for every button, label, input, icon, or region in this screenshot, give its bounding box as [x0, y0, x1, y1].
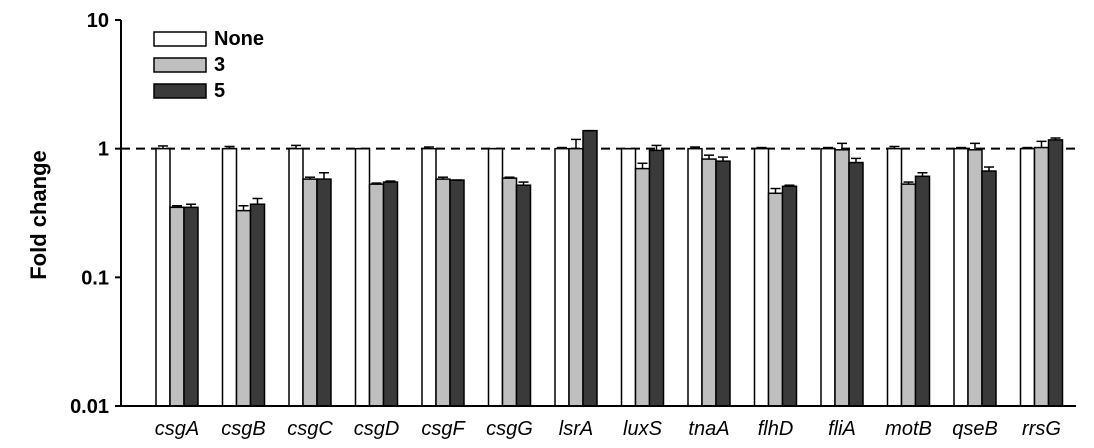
bar-rrsG-series-0	[1019, 147, 1036, 407]
bar-luxS-series-1	[634, 167, 651, 407]
bar-csgD-series-2	[382, 181, 399, 407]
x-categories-layer: csgA csgB csgC csgD csgF csgG lsrA luxS tnaA flhD…	[155, 418, 1061, 440]
bar-luxS-series-0	[620, 147, 637, 407]
axes-layer	[120, 20, 1076, 407]
bar-qseB-series-0	[953, 147, 969, 407]
bar-rrsG-series-2	[1047, 139, 1064, 407]
bar-tnaA-series-2	[715, 160, 731, 407]
bar-rrsG-series-1	[1033, 146, 1050, 407]
bar-csgG-series-2	[515, 184, 532, 407]
bar-fliA-series-0	[820, 147, 836, 407]
x-category-label: rrsG	[1022, 418, 1061, 440]
bar-csgG-series-1	[501, 177, 518, 407]
bars-layer	[155, 129, 1064, 407]
x-category-label: lsrA	[559, 418, 593, 440]
bar-qseB-series-1	[967, 149, 983, 407]
x-category-label: luxS	[623, 418, 663, 440]
y-tick-label: 10	[87, 10, 109, 32]
x-category-label: motB	[885, 418, 932, 440]
bar-csgB-series-0	[221, 147, 238, 407]
bar-flhD-series-2	[781, 185, 798, 407]
legend-label: None	[214, 28, 264, 50]
bar-tnaA-series-1	[701, 158, 717, 407]
legend-swatch	[153, 31, 207, 47]
bar-tnaA-series-0	[687, 147, 703, 407]
bar-flhD-series-0	[753, 147, 770, 407]
bar-flhD-series-1	[767, 192, 784, 407]
bar-csgB-series-1	[235, 209, 252, 407]
x-category-label: csgF	[421, 418, 466, 440]
x-category-label: flhD	[758, 418, 794, 440]
legend-swatch	[153, 57, 207, 73]
x-category-label: csgA	[155, 418, 199, 440]
legend: None 3 5	[153, 28, 264, 102]
bar-motB-series-1	[900, 183, 917, 407]
bar-csgC-series-1	[302, 178, 318, 407]
bar-csgG-series-0	[487, 147, 504, 407]
x-category-label: csgG	[486, 418, 533, 440]
y-axis-label: Fold change	[26, 150, 51, 280]
y-tick-label: 0.1	[81, 267, 109, 289]
legend-label: 5	[214, 80, 225, 102]
x-category-label: qseB	[952, 418, 998, 440]
y-tick-label: 1	[98, 139, 109, 161]
bar-csgA-series-1	[169, 206, 185, 407]
x-category-label: tnaA	[688, 418, 729, 440]
bar-csgF-series-1	[435, 178, 451, 407]
bar-csgC-series-0	[288, 147, 304, 407]
bar-qseB-series-2	[981, 170, 997, 407]
bar-csgC-series-2	[316, 178, 332, 407]
bar-csgA-series-0	[155, 147, 171, 407]
legend-label: 3	[214, 54, 225, 76]
legend-swatch	[153, 83, 207, 99]
x-category-label: csgB	[221, 418, 265, 440]
bar-csgF-series-0	[421, 147, 437, 407]
bar-lsrA-series-0	[554, 147, 570, 407]
bar-luxS-series-2	[648, 149, 665, 407]
bar-csgD-series-1	[368, 183, 385, 407]
bar-motB-series-2	[914, 175, 931, 407]
bar-lsrA-series-1	[568, 147, 584, 407]
bar-csgA-series-2	[183, 206, 199, 407]
bar-csgB-series-2	[249, 203, 266, 407]
bar-fliA-series-2	[848, 161, 864, 407]
bar-csgF-series-2	[449, 179, 465, 407]
y-tick-label: 0.01	[70, 396, 109, 418]
bar-fliA-series-1	[834, 149, 850, 407]
x-category-label: csgD	[354, 418, 400, 440]
x-category-label: fliA	[828, 418, 856, 440]
bar-motB-series-0	[886, 147, 903, 407]
bar-csgD-series-0	[354, 147, 371, 407]
y-ticks-layer: 10 1 0.1 0.01	[70, 10, 121, 418]
bar-lsrA-series-2	[582, 129, 598, 407]
x-category-label: csgC	[287, 418, 333, 440]
